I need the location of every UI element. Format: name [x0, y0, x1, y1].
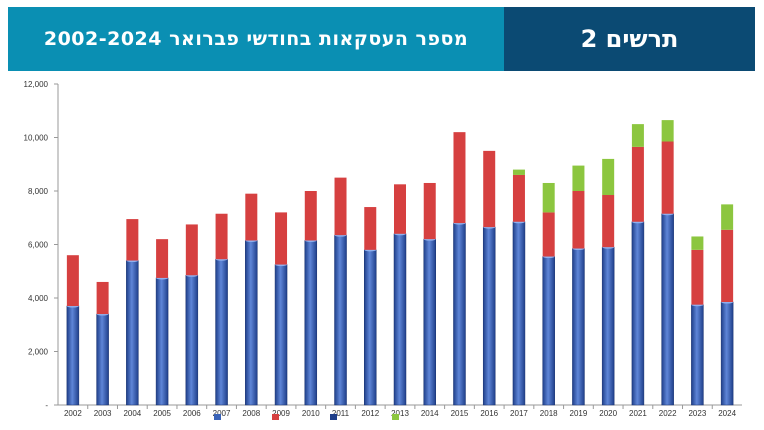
x-tick-label: 2018 [540, 409, 558, 418]
bar-segment-series-1 [155, 277, 169, 406]
x-tick-label: 2015 [451, 409, 469, 418]
bar-segment-series-1 [720, 301, 734, 406]
bar-segment-series-2 [631, 146, 644, 222]
bar-segment-series-1 [304, 240, 318, 406]
y-tick-label: 10,000 [24, 134, 49, 143]
bar-segment-series-2 [334, 177, 347, 236]
bar-segment-series-2 [661, 141, 674, 214]
bar-segment-series-2 [602, 195, 615, 248]
bar-segment-series-2 [96, 281, 109, 315]
bar-segment-series-1 [482, 226, 496, 406]
bar-segment-series-1 [512, 221, 526, 406]
x-tick-label: 2023 [688, 409, 706, 418]
bar-segment-series-1 [572, 248, 585, 406]
bar-segment-series-2 [423, 182, 436, 240]
bar-segment-series-1 [215, 258, 228, 406]
bar-segment-series-2 [126, 219, 139, 261]
x-tick-label: 2024 [718, 409, 736, 418]
bar-segment-series-2 [66, 255, 79, 307]
legend-swatch [272, 414, 279, 420]
bar-segment-series-3 [721, 204, 734, 230]
x-tick-label: 2011 [332, 409, 350, 418]
x-tick-label: 2010 [302, 409, 320, 418]
y-tick-label: - [45, 401, 48, 410]
x-tick-label: 2005 [153, 409, 171, 418]
bar-segment-series-2 [572, 191, 585, 249]
bar-segment-series-3 [572, 165, 585, 191]
x-tick-label: 2009 [272, 409, 290, 418]
y-tick-label: 6,000 [28, 241, 49, 250]
bar-segment-series-2 [156, 239, 169, 278]
bar-segment-series-1 [185, 275, 199, 406]
bar-segment-series-1 [601, 246, 615, 406]
bar-segment-series-3 [691, 236, 704, 250]
bar-segment-series-2 [275, 212, 288, 265]
bar-segment-series-3 [602, 158, 615, 196]
bar-segment-series-2 [453, 132, 466, 224]
legend-swatch [392, 414, 399, 420]
x-tick-label: 2020 [599, 409, 617, 418]
bar-segment-series-2 [185, 224, 198, 276]
x-tick-label: 2019 [570, 409, 588, 418]
bar-segment-series-1 [631, 221, 645, 406]
bar-segment-series-1 [245, 240, 258, 406]
bar-segment-series-1 [126, 260, 139, 406]
bar-segment-series-2 [542, 212, 555, 257]
bar-segment-series-2 [304, 191, 317, 241]
bar-segment-series-1 [691, 304, 704, 406]
bar-segment-series-2 [512, 174, 525, 222]
bar-segment-series-3 [661, 120, 674, 142]
bar-segment-series-2 [691, 249, 704, 305]
chart-banner: מספר העסקאות בחודשי פברואר 2002-2024 תרש… [8, 7, 755, 71]
x-tick-label: 2004 [123, 409, 141, 418]
y-tick-label: 2,000 [28, 348, 49, 357]
y-tick-label: 8,000 [28, 187, 49, 196]
bar-segment-series-2 [483, 150, 496, 228]
x-tick-label: 2021 [629, 409, 647, 418]
bar-segment-series-1 [364, 249, 377, 406]
chart-title: מספר העסקאות בחודשי פברואר 2002-2024 [8, 7, 504, 71]
x-tick-label: 2012 [361, 409, 379, 418]
bar-segment-series-3 [542, 182, 555, 213]
x-tick-label: 2014 [421, 409, 439, 418]
y-tick-label: 12,000 [24, 80, 49, 89]
x-tick-label: 2007 [213, 409, 231, 418]
bar-segment-series-1 [453, 222, 466, 406]
bar-segment-series-3 [512, 169, 525, 175]
legend-swatch [214, 414, 221, 420]
chart-number-label: תרשים 2 [504, 7, 755, 71]
bar-segment-series-1 [542, 256, 555, 406]
y-tick-label: 4,000 [28, 294, 49, 303]
x-tick-label: 2003 [94, 409, 112, 418]
x-tick-label: 2002 [64, 409, 82, 418]
legend-swatch [330, 414, 337, 420]
bar-segment-series-1 [661, 213, 674, 406]
x-tick-label: 2022 [659, 409, 677, 418]
x-tick-label: 2006 [183, 409, 201, 418]
bar-segment-series-3 [631, 124, 644, 147]
bar-segment-series-1 [393, 233, 407, 406]
bar-segment-series-2 [215, 213, 228, 260]
x-tick-label: 2017 [510, 409, 528, 418]
x-tick-label: 2016 [480, 409, 498, 418]
bar-segment-series-1 [334, 234, 347, 406]
x-tick-label: 2008 [242, 409, 260, 418]
bar-segment-series-1 [96, 313, 109, 406]
bar-segment-series-2 [394, 184, 406, 234]
bar-segment-series-2 [721, 229, 734, 303]
bar-segment-series-2 [364, 207, 377, 250]
bar-segment-series-1 [66, 305, 80, 406]
bar-segment-series-1 [274, 264, 288, 406]
x-tick-label: 2013 [391, 409, 409, 418]
bar-segment-series-2 [245, 193, 258, 241]
bar-segment-series-1 [423, 238, 436, 406]
